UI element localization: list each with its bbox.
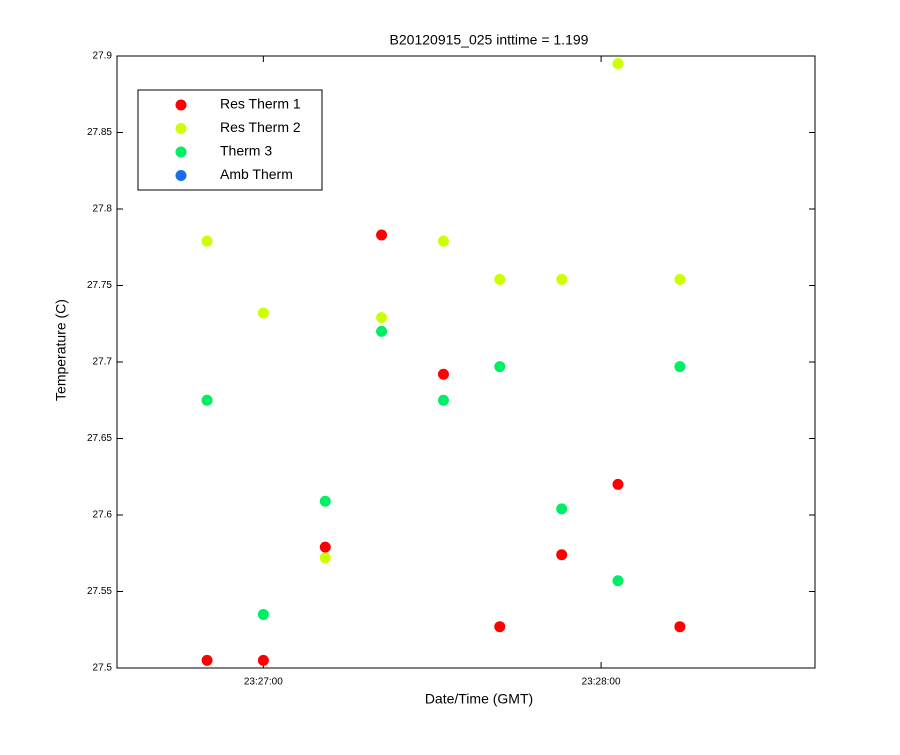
point	[257, 307, 269, 319]
legend-label: Amb Therm	[220, 166, 293, 182]
y-tick-label: 27.65	[87, 433, 112, 444]
point	[437, 235, 449, 247]
chart-title: B20120915_025 inttime = 1.199	[390, 32, 589, 48]
point	[674, 273, 686, 285]
point	[257, 608, 269, 620]
legend-label: Res Therm 1	[220, 96, 301, 112]
legend-marker	[175, 170, 187, 181]
legend-label: Res Therm 2	[220, 119, 301, 135]
point	[556, 273, 568, 285]
point	[201, 654, 213, 666]
point	[201, 394, 213, 406]
x-axis-label: Date/Time (GMT)	[425, 691, 533, 707]
point	[319, 552, 331, 564]
legend-marker	[175, 99, 187, 111]
legend-box	[137, 89, 323, 191]
point	[319, 541, 331, 553]
point	[257, 654, 269, 666]
y-axis-label: Temperature (C)	[53, 299, 69, 401]
y-tick-label: 27.55	[87, 586, 112, 597]
point	[437, 368, 449, 380]
y-tick-label: 27.8	[93, 204, 113, 215]
point	[612, 478, 624, 490]
point	[376, 229, 388, 241]
point	[319, 495, 331, 507]
legend-marker	[175, 146, 187, 158]
x-tick-label: 23:28:00	[582, 677, 621, 688]
point	[201, 235, 213, 247]
point	[674, 621, 686, 633]
point	[556, 503, 568, 515]
y-tick-label: 27.5	[93, 663, 113, 674]
y-tick-label: 27.9	[93, 51, 113, 62]
y-tick-label: 27.75	[87, 280, 112, 291]
x-tick-label: 23:27:00	[244, 677, 283, 688]
y-tick-label: 27.6	[93, 510, 113, 521]
point	[376, 312, 388, 324]
legend-label: Therm 3	[220, 143, 272, 159]
point	[494, 361, 506, 373]
point	[612, 58, 624, 70]
point	[612, 575, 624, 587]
point	[494, 273, 506, 285]
point	[437, 394, 449, 406]
point	[674, 361, 686, 373]
legend-marker	[175, 123, 187, 134]
point	[376, 325, 388, 337]
y-tick-label: 27.85	[87, 127, 112, 138]
y-tick-label: 27.7	[93, 357, 113, 368]
point	[494, 621, 506, 633]
point	[556, 549, 568, 561]
